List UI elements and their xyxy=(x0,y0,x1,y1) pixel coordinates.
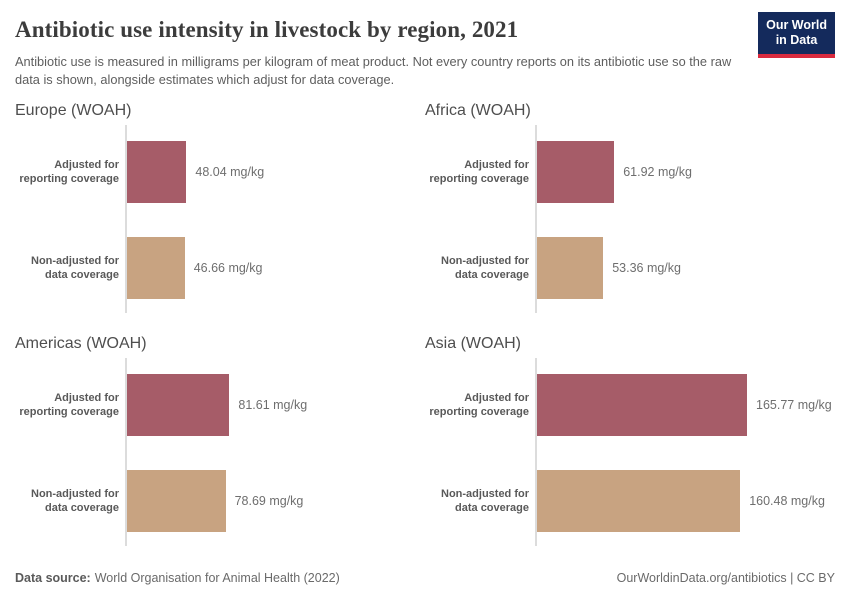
facet-europe: Europe (WOAH) Adjusted for reporting cov… xyxy=(15,101,425,314)
value-label: 61.92 mg/kg xyxy=(623,165,692,180)
bar-adjusted[interactable] xyxy=(125,141,187,204)
page-title: Antibiotic use intensity in livestock by… xyxy=(15,17,519,42)
bar-label: Adjusted for reporting coverage xyxy=(19,391,119,419)
bar-row-adjusted: Adjusted for reporting coverage 48.04 mg… xyxy=(15,141,425,204)
owid-logo-text-line2: in Data xyxy=(775,33,818,48)
bar-nonadjusted[interactable] xyxy=(125,470,226,533)
data-source-value: World Organisation for Animal Health (20… xyxy=(94,571,340,585)
bar-label: Non-adjusted for data coverage xyxy=(441,487,529,515)
facet-title-europe: Europe (WOAH) xyxy=(15,101,132,119)
data-source: Data source: World Organisation for Anima… xyxy=(15,571,340,585)
bar-row-adjusted: Adjusted for reporting coverage 165.77 m… xyxy=(425,374,835,437)
facet-title-asia: Asia (WOAH) xyxy=(425,335,521,353)
bar-label: Non-adjusted for data coverage xyxy=(31,487,119,515)
bar-adjusted[interactable] xyxy=(535,374,747,437)
facet-grid: Europe (WOAH) Adjusted for reporting cov… xyxy=(15,101,835,547)
facet-body-africa: Adjusted for reporting coverage 61.92 mg… xyxy=(425,125,835,314)
facet-title-africa: Africa (WOAH) xyxy=(425,101,531,119)
chart-footer: Data source: World Organisation for Anima… xyxy=(15,571,835,585)
y-axis-line xyxy=(125,358,127,547)
facet-africa: Africa (WOAH) Adjusted for reporting cov… xyxy=(425,101,835,314)
value-label: 78.69 mg/kg xyxy=(234,494,304,509)
y-axis-line xyxy=(535,358,537,547)
bar-row-nonadjusted: Non-adjusted for data coverage 160.48 mg… xyxy=(425,470,835,533)
facet-asia: Asia (WOAH) Adjusted for reporting cover… xyxy=(425,334,835,547)
value-label: 48.04 mg/kg xyxy=(195,165,265,180)
data-source-label: Data source: xyxy=(15,571,91,585)
value-label: 46.66 mg/kg xyxy=(193,261,263,276)
bar-label: Adjusted for reporting coverage xyxy=(429,391,529,419)
facet-body-asia: Adjusted for reporting coverage 165.77 m… xyxy=(425,358,835,547)
chart-header: Antibiotic use intensity in livestock by… xyxy=(15,12,835,89)
bar-adjusted[interactable] xyxy=(535,141,615,204)
facet-body-americas: Adjusted for reporting coverage 81.61 mg… xyxy=(15,358,425,547)
value-label: 160.48 mg/kg xyxy=(749,494,825,509)
value-label: 81.61 mg/kg xyxy=(238,398,308,413)
bar-row-nonadjusted: Non-adjusted for data coverage 78.69 mg/… xyxy=(15,470,425,533)
bar-nonadjusted[interactable] xyxy=(535,470,741,533)
chart-subtitle: Antibiotic use is measured in milligrams… xyxy=(15,53,732,87)
credit-link[interactable]: OurWorldinData.org/antibiotics | CC BY xyxy=(616,571,835,585)
bar-label: Non-adjusted for data coverage xyxy=(441,254,529,282)
owid-logo[interactable]: Our World in Data xyxy=(758,12,835,58)
bar-label: Adjusted for reporting coverage xyxy=(429,158,529,186)
y-axis-line xyxy=(535,125,537,314)
facet-americas: Americas (WOAH) Adjusted for reporting c… xyxy=(15,334,425,547)
bar-row-nonadjusted: Non-adjusted for data coverage 46.66 mg/… xyxy=(15,237,425,300)
bar-label: Non-adjusted for data coverage xyxy=(31,254,119,282)
value-label: 53.36 mg/kg xyxy=(612,261,681,276)
bar-nonadjusted[interactable] xyxy=(535,237,604,300)
facet-body-europe: Adjusted for reporting coverage 48.04 mg… xyxy=(15,125,425,314)
facet-title-americas: Americas (WOAH) xyxy=(15,335,147,353)
owid-logo-text-line1: Our World xyxy=(766,18,827,32)
bar-label: Adjusted for reporting coverage xyxy=(19,158,119,186)
bar-nonadjusted[interactable] xyxy=(125,237,185,300)
bar-row-adjusted: Adjusted for reporting coverage 81.61 mg… xyxy=(15,374,425,437)
y-axis-line xyxy=(125,125,127,314)
bar-adjusted[interactable] xyxy=(125,374,230,437)
bar-row-adjusted: Adjusted for reporting coverage 61.92 mg… xyxy=(425,141,835,204)
value-label: 165.77 mg/kg xyxy=(756,398,832,413)
bar-row-nonadjusted: Non-adjusted for data coverage 53.36 mg/… xyxy=(425,237,835,300)
